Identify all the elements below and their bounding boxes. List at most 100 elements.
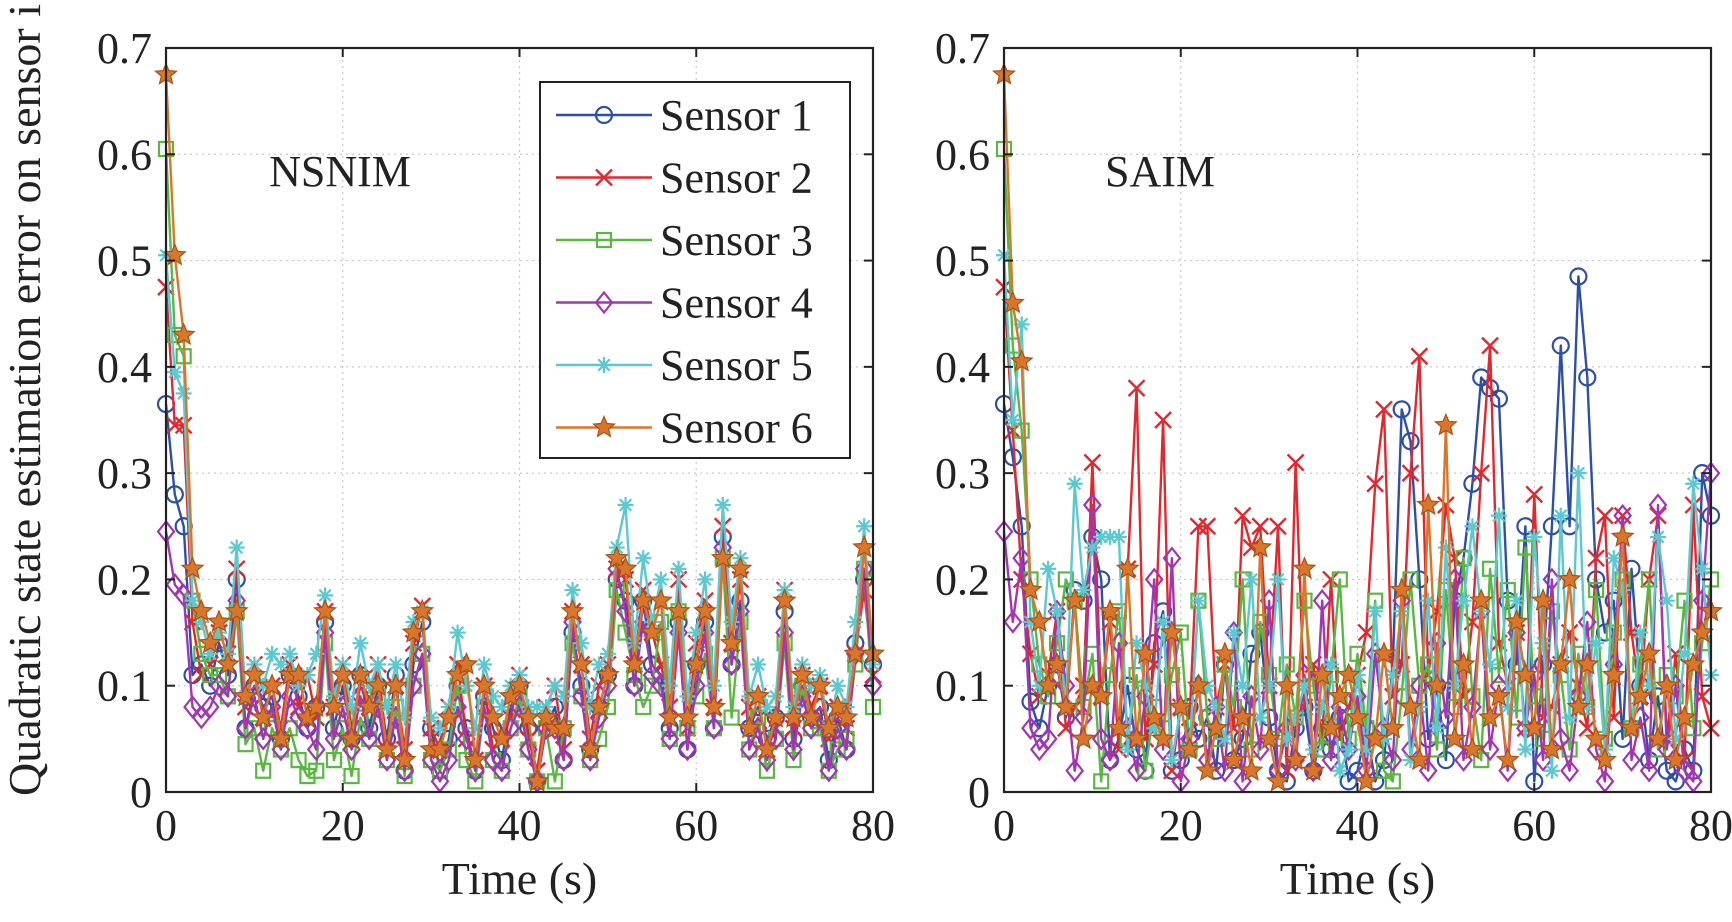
data-point-series-5 [1261,677,1278,694]
data-point-series-6 [693,598,717,622]
data-point-series-5 [1446,677,1463,694]
data-point-series-5 [308,645,325,662]
data-point-series-3 [758,762,776,779]
data-point-series-3 [1676,592,1693,609]
data-point-series-6 [1336,662,1361,686]
data-point-series-6 [454,651,479,675]
data-point-series-1 [1401,432,1420,451]
data-point-series-5 [343,698,360,715]
data-point-series-4 [236,716,255,740]
data-point-series-1 [1604,591,1623,610]
data-point-series-5 [582,698,599,715]
data-point-series-6 [489,726,514,750]
data-point-series-6 [498,683,523,707]
data-point-series-6 [1513,662,1538,686]
data-point-series-6 [1486,683,1511,707]
data-point-series-1 [1569,267,1588,286]
data-point-series-6 [1663,747,1688,771]
data-point-series-6 [1557,566,1582,590]
data-point-series-6 [1495,747,1520,771]
data-point-series-2 [1587,549,1605,568]
data-point-series-3 [299,767,316,785]
data-point-series-3 [1455,550,1472,567]
legend-label: Sensor 4 [660,279,813,328]
data-point-series-4 [253,727,273,751]
data-point-series-6 [587,694,612,718]
data-point-series-4 [518,737,538,762]
data-point-series-6 [1504,609,1529,633]
y-tick-label: 0.2 [935,555,990,604]
data-point-series-4 [306,737,326,762]
data-point-series-6 [1230,705,1255,728]
data-point-series-5 [1358,741,1375,758]
data-point-series-6 [755,736,779,760]
data-point-series-5 [555,688,572,705]
x-tick-label: 60 [674,801,718,850]
data-point-series-3 [1588,581,1605,599]
data-point-series-6 [560,598,585,622]
data-point-series-6 [1681,651,1706,675]
data-point-series-2 [1366,474,1385,493]
data-point-series-3 [1473,752,1490,769]
data-point-series-6 [1372,641,1396,664]
x-tick-label: 40 [498,801,542,850]
data-point-series-6 [1089,683,1114,707]
data-point-series-2 [1251,517,1270,536]
data-point-series-2 [1410,347,1429,366]
data-point-series-3 [1685,720,1702,737]
data-point-series-5 [1490,507,1507,524]
data-point-series-2 [1375,400,1393,419]
data-point-series-5 [1685,475,1702,492]
data-point-series-5 [423,709,440,726]
data-point-series-6 [1451,651,1476,675]
data-point-series-4 [324,727,344,751]
data-point-series-6 [737,715,762,739]
data-point-series-5 [741,688,758,705]
data-point-series-6 [1106,715,1131,739]
data-point-series-6 [322,694,346,718]
data-point-series-5 [1420,592,1437,609]
data-point-series-2 [1437,496,1455,514]
data-point-series-5 [1296,677,1313,694]
data-point-series-6 [313,598,337,622]
data-point-series-6 [1345,705,1370,728]
data-point-series-5 [484,688,501,705]
data-point-series-5 [378,698,395,715]
data-point-series-6 [224,598,249,622]
data-point-series-5 [1402,752,1419,769]
data-point-series-5 [1614,582,1631,599]
data-point-series-5 [1128,635,1145,652]
data-point-series-5 [1013,316,1030,333]
data-point-series-5 [166,364,183,381]
data-point-series-6 [189,598,214,622]
data-point-series-6 [260,673,284,696]
data-point-series-6 [1292,556,1317,579]
data-point-series-5 [431,720,448,737]
data-point-series-2 [1198,517,1217,536]
data-point-series-5 [1163,752,1180,769]
data-point-series-5 [1694,560,1711,577]
data-point-series-6 [1168,694,1193,718]
data-point-series-4 [739,737,759,762]
data-point-series-5 [1049,603,1066,620]
data-point-series-5 [1649,528,1666,545]
data-point-series-5 [1190,592,1207,609]
data-point-series-3 [1517,539,1534,556]
data-point-series-3 [1375,762,1393,779]
y-tick-label: 0.3 [97,449,152,498]
data-point-series-5 [626,635,643,652]
panel-title: NSNIM [269,147,411,196]
data-point-series-4 [492,758,512,783]
legend-marker [595,231,613,249]
data-point-series-4 [616,599,635,624]
data-point-series-5 [493,698,510,715]
data-point-series-3 [723,709,740,726]
data-point-series-6 [816,715,841,739]
data-point-series-4 [704,716,724,740]
data-point-series-5 [635,550,652,567]
data-point-series-1 [1339,772,1358,791]
data-point-series-4 [200,695,220,719]
data-point-series-4 [1436,705,1456,730]
x-axis-label: Time (s) [442,853,598,904]
data-point-series-4 [1692,588,1712,613]
